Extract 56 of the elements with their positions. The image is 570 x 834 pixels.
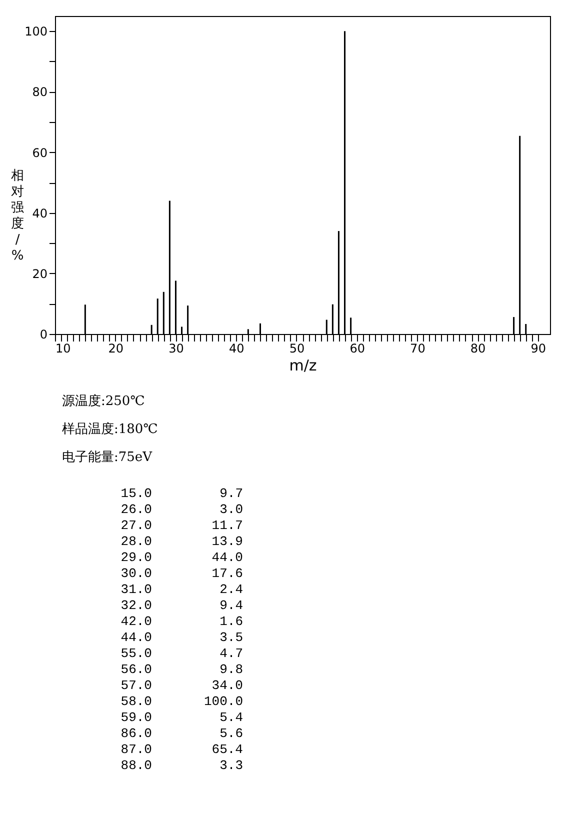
text: 100.0 <box>204 694 243 709</box>
x-tick-label: 40 <box>228 342 244 356</box>
text: 27.0 <box>120 518 152 533</box>
text: 58.0 <box>120 694 152 709</box>
text: 5.6 <box>220 726 243 741</box>
text: 59.0 <box>120 710 152 725</box>
text: 5.4 <box>220 710 244 725</box>
text: 65.4 <box>212 742 244 757</box>
text: 86.0 <box>120 726 152 741</box>
text: 87.0 <box>120 742 152 757</box>
text: 88.0 <box>120 758 152 773</box>
y-tick-label: 60 <box>32 146 48 160</box>
text: 9.7 <box>220 486 243 501</box>
x-axis-title: m/z <box>289 356 317 374</box>
text: 3.0 <box>220 502 243 517</box>
text: 29.0 <box>120 550 152 565</box>
text: 26.0 <box>120 502 152 517</box>
text: 56.0 <box>120 662 152 677</box>
text: 42.0 <box>120 614 152 629</box>
text: 3.5 <box>220 630 243 645</box>
y-tick-label: 0 <box>40 328 48 342</box>
x-tick-label: 70 <box>410 342 426 356</box>
text: 44.0 <box>120 630 152 645</box>
y-tick-label: 40 <box>32 206 48 220</box>
y-axis-title: 相对强度/% <box>11 168 24 264</box>
y-tick-label: 20 <box>32 266 48 281</box>
text: 13.9 <box>212 534 243 549</box>
text: 30.0 <box>120 566 152 581</box>
y-tick-label: 80 <box>32 85 48 100</box>
text: 2.4 <box>220 582 244 597</box>
text: 1.6 <box>220 614 243 629</box>
text: 9.8 <box>220 662 243 677</box>
text: 17.6 <box>212 566 243 581</box>
text: 32.0 <box>120 598 152 613</box>
x-tick-label: 90 <box>530 342 546 356</box>
y-tick-label: 100 <box>24 24 48 39</box>
text: 31.0 <box>120 582 152 597</box>
text: 3.3 <box>220 758 243 773</box>
x-tick-label: 20 <box>108 342 124 356</box>
text: 11.7 <box>212 518 243 533</box>
x-tick-label: 60 <box>350 342 365 356</box>
text: 电子能量:75eV <box>62 450 153 465</box>
x-tick-label: 10 <box>56 342 71 356</box>
text: 样品温度:180℃ <box>62 421 158 437</box>
text: 55.0 <box>120 646 152 661</box>
x-tick-label: 80 <box>470 342 486 356</box>
text: 15.0 <box>120 486 152 501</box>
text: 44.0 <box>212 550 243 565</box>
x-tick-label: 30 <box>168 342 184 356</box>
text: 28.0 <box>120 534 152 549</box>
text: 34.0 <box>212 678 243 693</box>
text: 源温度:250℃ <box>62 393 145 409</box>
text: 57.0 <box>120 678 152 693</box>
text: 4.7 <box>220 646 243 661</box>
x-tick-label: 50 <box>289 342 305 356</box>
text: 9.4 <box>220 598 244 613</box>
